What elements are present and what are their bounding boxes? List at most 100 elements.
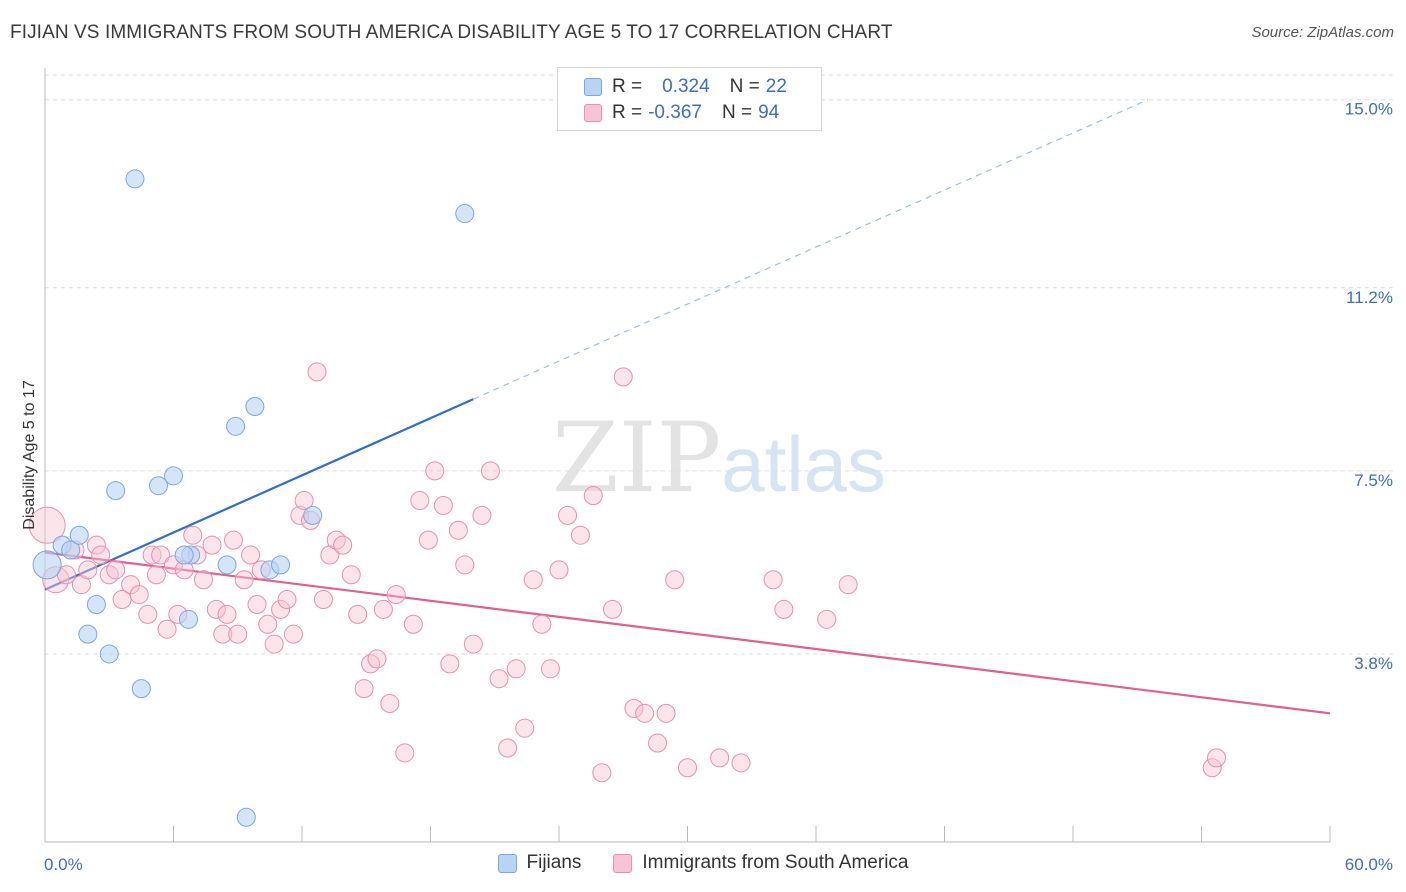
y-tick-label: 7.5% [1354, 471, 1393, 490]
y-tick-label: 11.2% [1346, 288, 1393, 307]
immigrants-point [570, 525, 590, 545]
immigrants-point [403, 614, 423, 634]
correlation-legend: R = 0.324 N = 22 R = -0.367 N = 94 [557, 67, 822, 131]
n-value: 94 [758, 102, 780, 123]
source-label: Source: ZipAtlas.com [1251, 24, 1394, 41]
y-axis-title: Disability Age 5 to 17 [21, 380, 38, 530]
immigrants-point [206, 599, 226, 619]
immigrants-point [264, 634, 284, 654]
immigrants-point [157, 619, 177, 639]
immigrants-point [99, 565, 119, 585]
immigrants-point [489, 669, 509, 689]
fijians-point [125, 169, 145, 189]
watermark: ZIPatlas [552, 402, 886, 514]
immigrants-point [648, 733, 668, 753]
immigrants-point [326, 530, 346, 550]
immigrants-point [313, 590, 333, 610]
r-value: 0.324 [662, 76, 710, 97]
immigrants-point [592, 763, 612, 783]
fijians-point [61, 540, 81, 560]
immigrants-point [151, 545, 171, 565]
watermark-atlas: atlas [721, 420, 886, 508]
axes [44, 68, 1331, 843]
fijians-swatch [497, 853, 517, 873]
immigrants-point [202, 535, 222, 555]
fijians-point [69, 525, 89, 545]
immigrants-point [613, 367, 633, 387]
immigrants-point [603, 599, 623, 619]
immigrants-point [506, 659, 526, 679]
fijians-point [178, 609, 198, 629]
immigrants-point [549, 560, 569, 580]
immigrants-point [112, 590, 132, 610]
immigrants-point [241, 545, 261, 565]
fijians-point [271, 555, 291, 575]
fijians-point [226, 416, 246, 436]
immigrants-point [277, 590, 297, 610]
immigrants-point [463, 634, 483, 654]
legend-label-immigrants: Immigrants from South America [642, 852, 909, 873]
immigrants-point [480, 461, 500, 481]
immigrants-point [1202, 758, 1222, 778]
immigrants-trend-line [44, 551, 1331, 715]
fijians-point [303, 505, 323, 525]
immigrants-point [731, 753, 751, 773]
watermark-zip: ZIP [552, 402, 722, 514]
legend-row-immigrants: R = -0.367 N = 94 [584, 101, 779, 125]
fijians-point [174, 545, 194, 565]
n-label: N = [721, 102, 753, 123]
y-tick-label: 3.8% [1354, 654, 1393, 673]
legend-item-fijians[interactable]: Fijians [497, 852, 582, 874]
immigrants-point [228, 624, 248, 644]
legend-row-fijians: R = 0.324 N = 22 [584, 75, 787, 99]
fijians-trend-line [44, 398, 474, 591]
immigrants-point [440, 654, 460, 674]
legend-item-immigrants[interactable]: Immigrants from South America [613, 852, 909, 874]
immigrants-point [532, 614, 552, 634]
immigrants-point [763, 570, 783, 590]
immigrants-point [373, 599, 393, 619]
immigrants-swatch [613, 853, 633, 873]
immigrants-point [129, 585, 149, 605]
x-tick-label: 0.0% [44, 855, 83, 874]
immigrants-point [193, 570, 213, 590]
immigrants-point [367, 649, 387, 669]
immigrants-point [635, 703, 655, 723]
legend-label-fijians: Fijians [526, 852, 582, 873]
fijians-point [149, 476, 169, 496]
immigrants-point [540, 659, 560, 679]
x-tick-label: 60.0% [1345, 855, 1393, 874]
series-legend: Fijians Immigrants from South America [0, 852, 1406, 874]
immigrants-point [395, 743, 415, 763]
immigrants-point [91, 545, 111, 565]
immigrants-point [258, 614, 278, 634]
immigrants-point [217, 604, 237, 624]
immigrants-point [183, 525, 203, 545]
y-tick-label: 15.0% [1345, 100, 1393, 119]
fijians-point [236, 807, 256, 827]
immigrants-point [223, 530, 243, 550]
immigrants-point [558, 505, 578, 525]
immigrants-point [1206, 748, 1226, 768]
fijians-point [78, 624, 98, 644]
gridlines [45, 74, 1395, 655]
fijians-point [86, 594, 106, 614]
fijians-swatch [584, 78, 602, 96]
immigrants-point [333, 535, 353, 555]
immigrants-point [247, 594, 267, 614]
immigrants-point [294, 491, 314, 511]
immigrants-point [656, 703, 676, 723]
fijians-point [245, 397, 265, 417]
chart-title: FIJIAN VS IMMIGRANTS FROM SOUTH AMERICA … [10, 22, 893, 43]
fijians-point [164, 466, 183, 486]
n-value: 22 [765, 76, 787, 97]
immigrants-point [455, 555, 475, 575]
immigrants-point [283, 624, 303, 644]
immigrants-point [354, 679, 374, 699]
n-label: N = [729, 76, 760, 97]
immigrants-point [624, 698, 644, 718]
immigrants-point [448, 520, 468, 540]
immigrants-point [678, 758, 697, 778]
fijians-trend-extension [473, 99, 1149, 400]
